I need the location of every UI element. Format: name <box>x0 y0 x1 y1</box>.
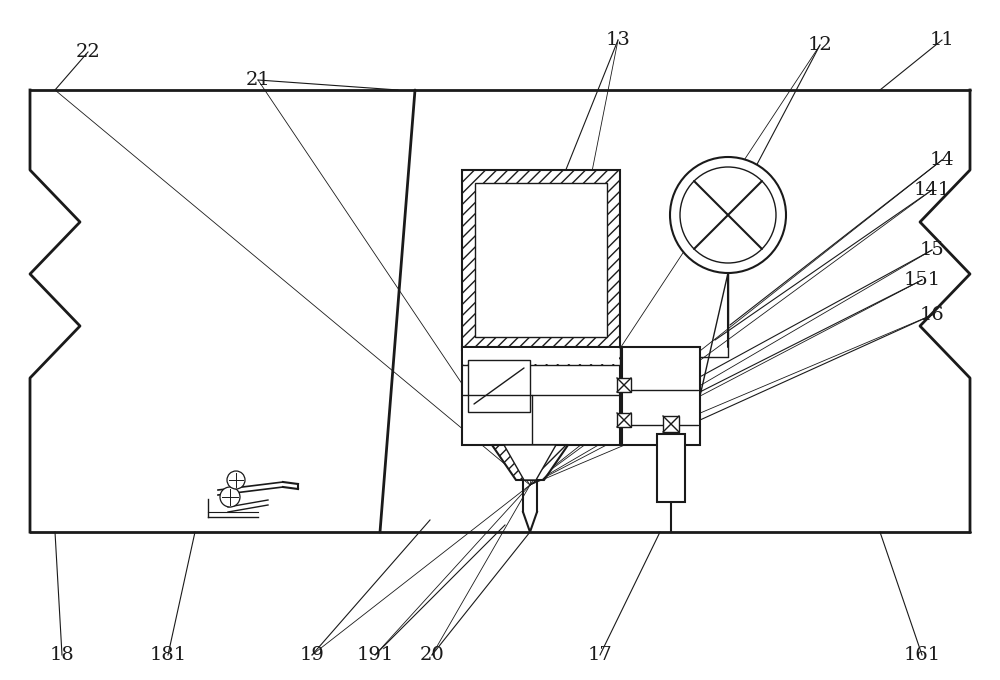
Text: 12: 12 <box>808 36 832 54</box>
Circle shape <box>680 167 776 263</box>
Text: 22: 22 <box>76 43 100 61</box>
Text: 15: 15 <box>920 241 944 259</box>
Text: 181: 181 <box>149 646 187 664</box>
Polygon shape <box>492 445 568 480</box>
Text: 11: 11 <box>930 31 954 49</box>
Text: 20: 20 <box>420 646 444 664</box>
Polygon shape <box>617 378 631 392</box>
Polygon shape <box>462 347 620 445</box>
Circle shape <box>220 487 240 507</box>
Polygon shape <box>468 360 530 412</box>
Polygon shape <box>657 434 685 502</box>
Polygon shape <box>463 348 619 364</box>
Text: 17: 17 <box>588 646 612 664</box>
Polygon shape <box>462 347 620 365</box>
Text: 191: 191 <box>356 646 394 664</box>
Text: 141: 141 <box>913 181 951 199</box>
Text: 19: 19 <box>300 646 324 664</box>
Text: 161: 161 <box>903 646 941 664</box>
Text: 21: 21 <box>246 71 270 89</box>
Polygon shape <box>462 170 620 350</box>
Text: 18: 18 <box>50 646 74 664</box>
Polygon shape <box>617 413 631 427</box>
Text: 13: 13 <box>606 31 630 49</box>
Polygon shape <box>475 183 607 337</box>
Circle shape <box>670 157 786 273</box>
Circle shape <box>227 471 245 489</box>
Text: 14: 14 <box>930 151 954 169</box>
Polygon shape <box>504 445 556 480</box>
Text: 16: 16 <box>920 306 944 324</box>
Polygon shape <box>663 416 679 432</box>
Polygon shape <box>622 347 700 445</box>
Text: 151: 151 <box>903 271 941 289</box>
